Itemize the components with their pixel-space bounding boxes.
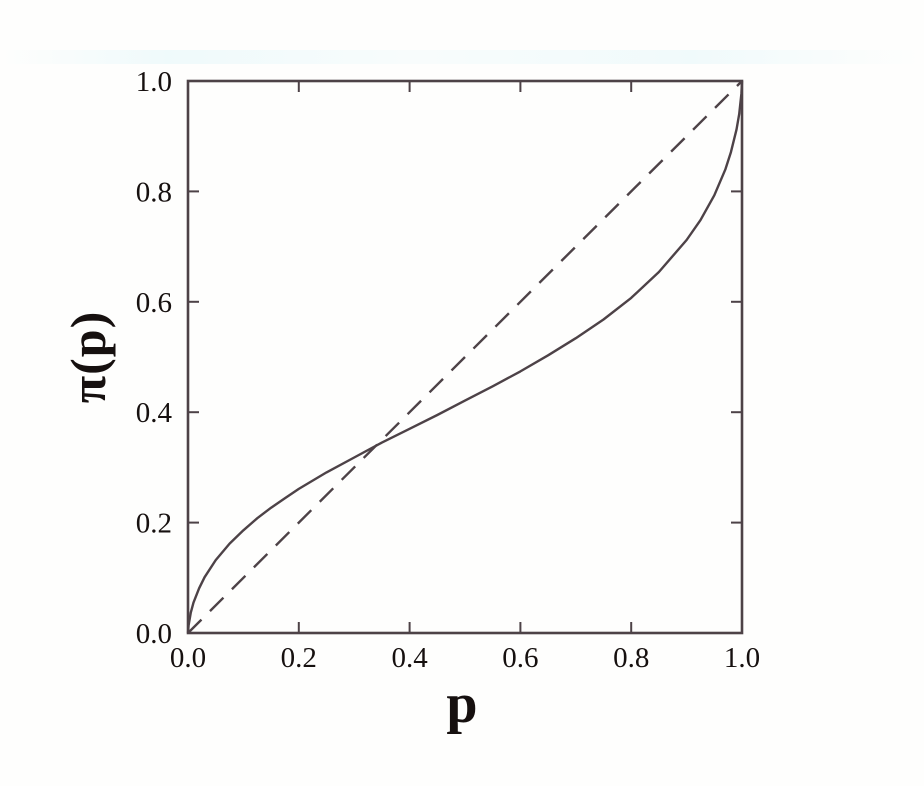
- x-axis-title: p: [446, 673, 478, 735]
- x-tick-label: 0.8: [613, 642, 649, 674]
- x-tick-label: 0.4: [391, 642, 428, 674]
- x-tick-label: 0.2: [281, 642, 317, 674]
- y-tick-label: 0.8: [136, 176, 172, 208]
- y-tick-label: 0.2: [136, 508, 172, 540]
- y-axis-title: π(p): [60, 310, 116, 404]
- y-tick-label: 0.0: [136, 618, 172, 650]
- x-tick-label: 1.0: [724, 642, 760, 674]
- y-tick-label: 0.6: [136, 287, 172, 319]
- plot-frame: [186, 79, 744, 635]
- x-tick-label: 0.0: [170, 642, 206, 674]
- y-tick-label: 1.0: [136, 66, 172, 98]
- identity-diagonal-line: [187, 80, 743, 634]
- y-tick-label: 0.4: [136, 397, 173, 429]
- weighting-curve-line: [186, 80, 744, 634]
- x-tick-label: 0.6: [502, 642, 538, 674]
